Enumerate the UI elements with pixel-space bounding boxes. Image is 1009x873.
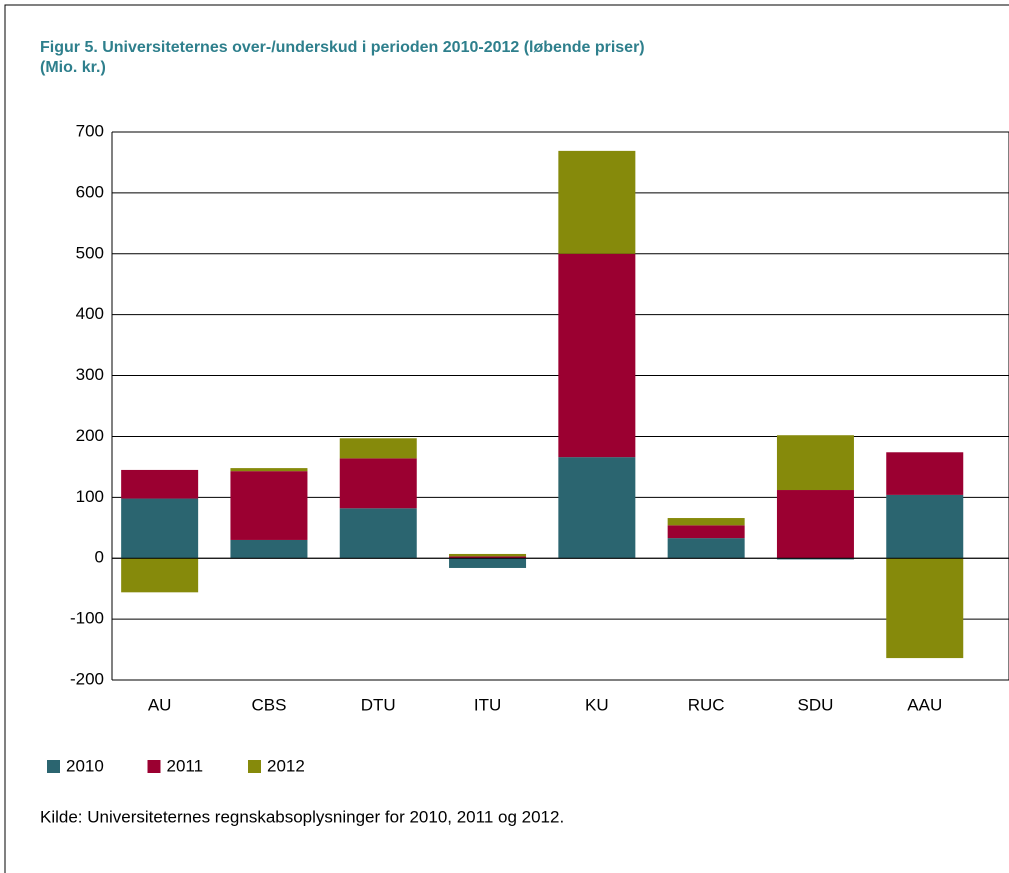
y-tick-label: 400 [76, 304, 104, 323]
y-tick-label: 600 [76, 182, 104, 201]
legend-label: 2011 [167, 756, 204, 775]
bar-segment [230, 539, 308, 559]
bar-segment [776, 558, 854, 560]
x-tick-label: SDU [797, 695, 833, 714]
bar-segment [667, 538, 745, 559]
legend-swatch [248, 760, 261, 773]
bar-segment [886, 452, 964, 495]
bar-segment [339, 508, 417, 559]
x-tick-label: DTU [361, 695, 396, 714]
y-tick-label: 500 [76, 243, 104, 262]
x-tick-label: AU [148, 695, 172, 714]
bar-segment [121, 498, 199, 559]
bar-segment [230, 471, 308, 540]
source-note: Kilde: Universiteternes regnskabsoplysni… [40, 807, 564, 826]
x-tick-label: ITU [474, 695, 501, 714]
y-tick-label: -100 [70, 609, 104, 628]
bar-segment [339, 458, 417, 509]
x-tick-label: CBS [251, 695, 286, 714]
bar-segment [667, 518, 745, 526]
x-tick-label: AAU [907, 695, 942, 714]
bar-segment [449, 553, 527, 557]
bar-segment [449, 556, 527, 559]
bar-segment [558, 150, 636, 254]
legend-swatch [47, 760, 60, 773]
legend-label: 2012 [267, 756, 305, 775]
x-tick-label: RUC [688, 695, 725, 714]
legend-label: 2010 [66, 756, 104, 775]
bar-segment [230, 468, 308, 472]
y-tick-label: -200 [70, 669, 104, 688]
bar-segment [121, 469, 199, 499]
x-tick-label: KU [585, 695, 609, 714]
y-tick-label: 100 [76, 487, 104, 506]
bar-segment [449, 558, 527, 568]
bar-segment [667, 525, 745, 539]
legend-swatch [147, 760, 161, 773]
chart-title: Figur 5. Universiteternes over-/undersku… [40, 39, 645, 56]
chart-subtitle: (Mio. kr.) [40, 59, 106, 76]
bar-segment [339, 438, 417, 459]
y-tick-label: 700 [76, 121, 104, 140]
bar-segment [121, 558, 199, 593]
y-tick-label: 200 [76, 426, 104, 445]
bar-segment [886, 494, 964, 559]
bar-segment [886, 558, 964, 659]
bar-segment [776, 435, 854, 491]
bar-segment [558, 253, 636, 458]
frame [4, 4, 1009, 873]
bar-segment [776, 490, 854, 559]
bar-segment [558, 457, 636, 559]
y-tick-label: 300 [76, 365, 104, 384]
y-tick-label: 0 [95, 548, 104, 567]
